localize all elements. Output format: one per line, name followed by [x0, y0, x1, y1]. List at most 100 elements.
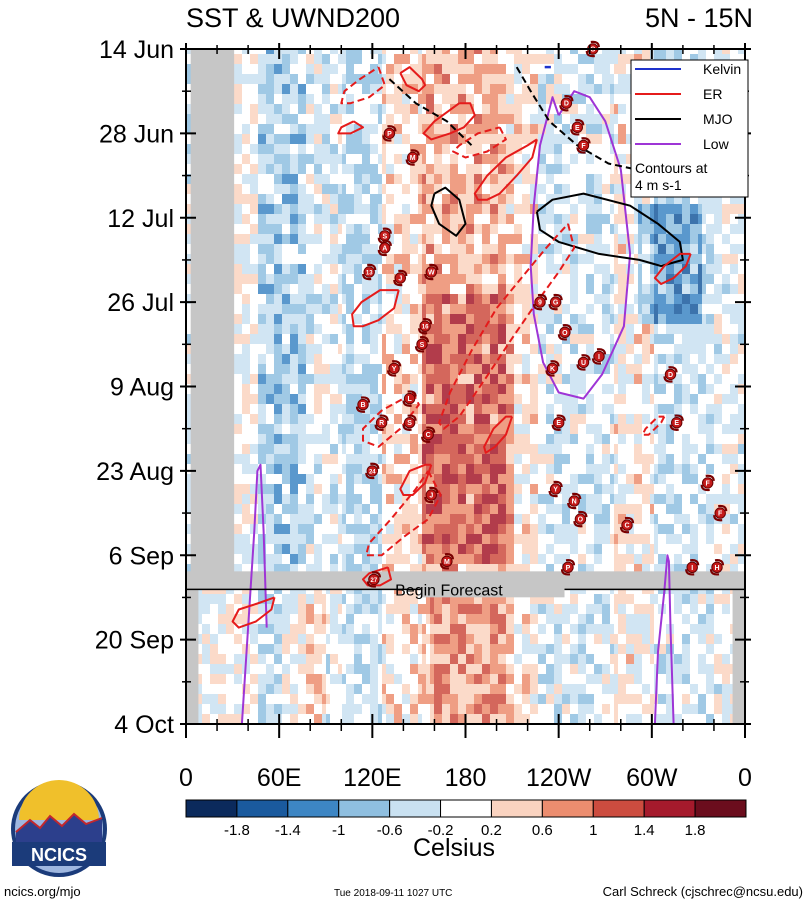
heatmap-cell [290, 359, 294, 364]
heatmap-cell [398, 594, 402, 599]
heatmap-cell [218, 719, 222, 724]
heatmap-cell [402, 74, 406, 79]
heatmap-cell [278, 564, 282, 569]
heatmap-cell [326, 494, 330, 499]
heatmap-cell [270, 204, 274, 209]
heatmap-cell [186, 69, 190, 74]
heatmap-cell [274, 119, 278, 124]
heatmap-cell [238, 84, 242, 89]
heatmap-cell [278, 144, 282, 149]
heatmap-cell [302, 324, 306, 329]
heatmap-cell [274, 514, 278, 519]
heatmap-cell [322, 189, 326, 194]
heatmap-cell [342, 369, 346, 374]
heatmap-cell [294, 464, 298, 469]
heatmap-cell [238, 284, 242, 289]
heatmap-cell [274, 354, 278, 359]
heatmap-cell [294, 634, 298, 639]
heatmap-cell [390, 199, 394, 204]
heatmap-cell [306, 474, 310, 479]
heatmap-cell [278, 614, 282, 619]
heatmap-cell [322, 494, 326, 499]
heatmap-cell [330, 394, 334, 399]
heatmap-cell [186, 489, 190, 494]
heatmap-cell [354, 139, 358, 144]
heatmap-cell [242, 359, 246, 364]
heatmap-cell [286, 594, 290, 599]
heatmap-cell [306, 709, 310, 714]
heatmap-cell [378, 399, 382, 404]
heatmap-cell [294, 444, 298, 449]
heatmap-cell [378, 74, 382, 79]
heatmap-cell [278, 299, 282, 304]
heatmap-cell [234, 419, 238, 424]
heatmap-cell [310, 484, 314, 489]
heatmap-cell [338, 534, 342, 539]
heatmap-cell [262, 684, 266, 689]
heatmap-cell [310, 674, 314, 679]
heatmap-cell [398, 329, 402, 334]
heatmap-cell [290, 634, 294, 639]
heatmap-cell [242, 499, 246, 504]
heatmap-cell [246, 649, 250, 654]
heatmap-cell [390, 649, 394, 654]
heatmap-cell [258, 124, 262, 129]
heatmap-cell [286, 704, 290, 709]
heatmap-cell [186, 64, 190, 69]
heatmap-cell [222, 709, 226, 714]
heatmap-cell [330, 474, 334, 479]
heatmap-cell [386, 614, 390, 619]
heatmap-cell [318, 164, 322, 169]
heatmap-cell [386, 284, 390, 289]
heatmap-cell [234, 94, 238, 99]
heatmap-cell [390, 639, 394, 644]
heatmap-cell [382, 389, 386, 394]
heatmap-cell [334, 314, 338, 319]
heatmap-cell [390, 314, 394, 319]
heatmap-cell [298, 194, 302, 199]
heatmap-cell [254, 239, 258, 244]
heatmap-cell [266, 664, 270, 669]
heatmap-cell [258, 699, 262, 704]
heatmap-cell [270, 274, 274, 279]
heatmap-cell [278, 309, 282, 314]
heatmap-cell [358, 549, 362, 554]
heatmap-cell [302, 339, 306, 344]
heatmap-cell [390, 119, 394, 124]
heatmap-cell [386, 669, 390, 674]
heatmap-cell [198, 654, 202, 659]
heatmap-cell [282, 94, 286, 99]
heatmap-cell [238, 199, 242, 204]
heatmap-cell [286, 544, 290, 549]
heatmap-cell [362, 529, 366, 534]
heatmap-cell [366, 504, 370, 509]
heatmap-cell [350, 509, 354, 514]
heatmap-cell [290, 234, 294, 239]
heatmap-cell [362, 159, 366, 164]
heatmap-cell [358, 139, 362, 144]
heatmap-cell [250, 209, 254, 214]
heatmap-cell [270, 324, 274, 329]
heatmap-cell [278, 524, 282, 529]
heatmap-cell [334, 339, 338, 344]
heatmap-cell [370, 674, 374, 679]
heatmap-cell [214, 664, 218, 669]
heatmap-cell [234, 69, 238, 74]
heatmap-cell [258, 229, 262, 234]
heatmap-cell [306, 349, 310, 354]
heatmap-cell [350, 624, 354, 629]
heatmap-cell [318, 344, 322, 349]
heatmap-cell [298, 134, 302, 139]
heatmap-cell [362, 549, 366, 554]
heatmap-cell [354, 524, 358, 529]
heatmap-cell [298, 274, 302, 279]
heatmap-cell [262, 159, 266, 164]
heatmap-cell [338, 599, 342, 604]
heatmap-cell [398, 259, 402, 264]
heatmap-cell [398, 384, 402, 389]
heatmap-cell [350, 94, 354, 99]
heatmap-cell [354, 504, 358, 509]
heatmap-cell [386, 164, 390, 169]
heatmap-cell [322, 384, 326, 389]
heatmap-cell [378, 589, 382, 594]
